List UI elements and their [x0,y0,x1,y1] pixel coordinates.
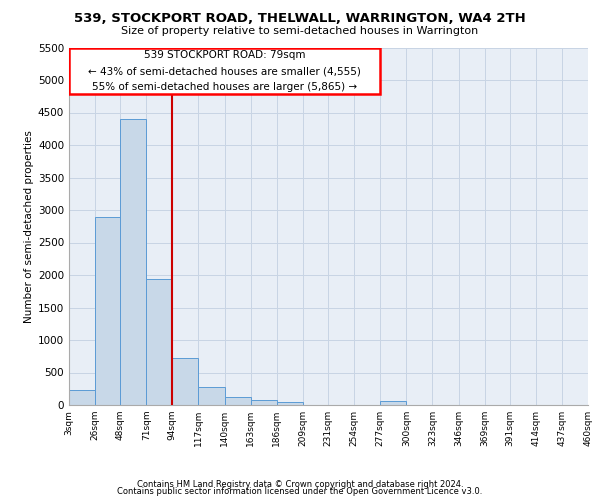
Bar [146,279,172,405]
Text: Contains HM Land Registry data © Crown copyright and database right 2024.: Contains HM Land Registry data © Crown c… [137,480,463,489]
Bar [277,402,303,405]
Bar [69,390,95,405]
Text: Contains public sector information licensed under the Open Government Licence v3: Contains public sector information licen… [118,488,482,496]
Text: 55% of semi-detached houses are larger (5,865) →: 55% of semi-detached houses are larger (… [92,82,357,92]
Bar [251,400,277,405]
Bar [224,397,251,405]
Bar [120,119,146,405]
Text: 539, STOCKPORT ROAD, THELWALL, WARRINGTON, WA4 2TH: 539, STOCKPORT ROAD, THELWALL, WARRINGTO… [74,12,526,26]
Bar [199,387,224,405]
Text: ← 43% of semi-detached houses are smaller (4,555): ← 43% of semi-detached houses are smalle… [88,66,361,76]
Bar [172,358,199,405]
Bar [380,402,406,405]
Bar [95,216,120,405]
FancyBboxPatch shape [69,48,380,94]
Text: Size of property relative to semi-detached houses in Warrington: Size of property relative to semi-detach… [121,26,479,36]
Text: 539 STOCKPORT ROAD: 79sqm: 539 STOCKPORT ROAD: 79sqm [144,50,305,60]
Y-axis label: Number of semi-detached properties: Number of semi-detached properties [24,130,34,322]
